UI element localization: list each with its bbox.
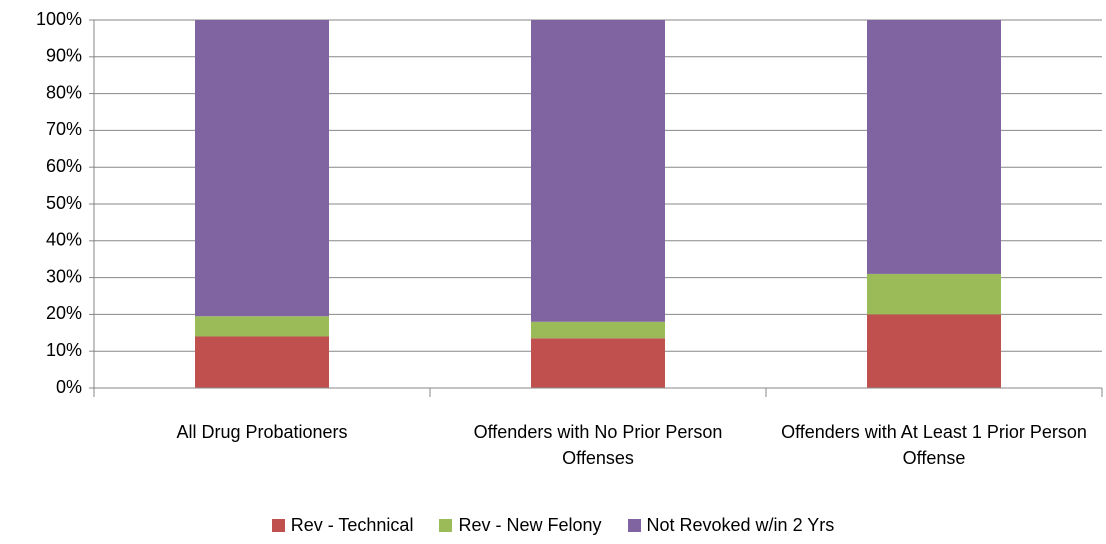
- legend-swatch: [627, 519, 641, 532]
- legend-swatch: [439, 519, 453, 532]
- y-tick-label: 80%: [46, 82, 82, 102]
- legend-item: Rev - New Felony: [439, 515, 602, 536]
- y-tick-label: 10%: [46, 340, 82, 360]
- bar-segment: [867, 20, 1001, 274]
- bar-segment: [195, 20, 329, 317]
- legend-swatch: [271, 519, 285, 532]
- y-tick-label: 50%: [46, 193, 82, 213]
- bar-segment: [531, 321, 665, 339]
- y-tick-label: 40%: [46, 230, 82, 250]
- legend: Rev - Technical Rev - New Felony Not Revok…: [0, 515, 1106, 536]
- x-tick-label: All Drug Probationers: [176, 422, 348, 442]
- y-tick-label: 30%: [46, 266, 82, 286]
- y-tick-label: 60%: [46, 156, 82, 176]
- y-tick-label: 90%: [46, 46, 82, 66]
- bar-segment: [531, 338, 665, 388]
- y-tick-label: 70%: [46, 119, 82, 139]
- x-tick-label: Offenders with No Prior Person Offenses: [473, 422, 723, 468]
- x-tick-label: Offenders with At Least 1 Prior Person O…: [781, 422, 1087, 468]
- y-tick-label: 20%: [46, 303, 82, 323]
- bar-segment: [867, 273, 1001, 315]
- bar-segment: [195, 316, 329, 337]
- legend-label: Rev - Technical: [290, 515, 414, 535]
- legend-item: Not Revoked w/in 2 Yrs: [627, 515, 835, 536]
- bar-segment: [531, 20, 665, 322]
- bar-segment: [867, 314, 1001, 388]
- bar-segment: [195, 336, 329, 388]
- legend-label: Rev - New Felony: [458, 515, 602, 535]
- y-tick-label: 0%: [56, 377, 82, 397]
- legend-item: Rev - Technical: [271, 515, 414, 536]
- legend-label: Not Revoked w/in 2 Yrs: [646, 515, 835, 535]
- y-tick-label: 100%: [36, 9, 82, 29]
